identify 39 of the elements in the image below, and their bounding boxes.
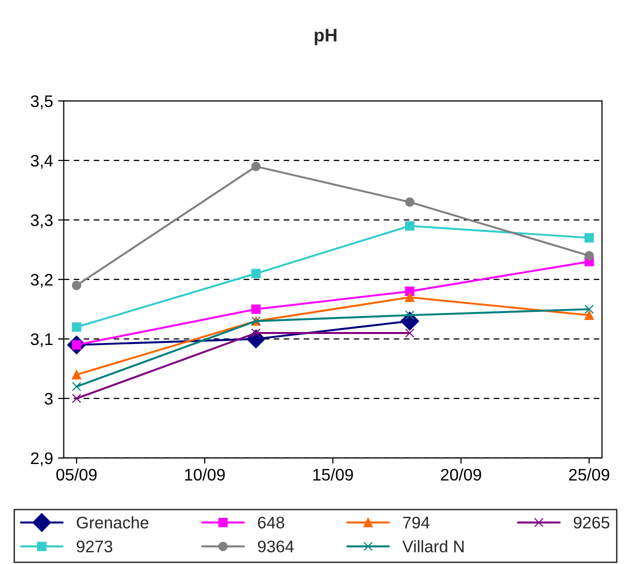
- point: [251, 328, 261, 338]
- point: [584, 250, 594, 260]
- point: [584, 304, 594, 314]
- point: [405, 221, 414, 231]
- y-tick-label: 3,1: [30, 333, 53, 348]
- x-tick-label: 05/09: [56, 468, 97, 481]
- point: [251, 162, 261, 172]
- point: [72, 382, 82, 392]
- x-tick-label: 15/09: [313, 468, 353, 481]
- point: [72, 370, 82, 380]
- y-tick-label: 3: [44, 392, 53, 405]
- point: [405, 286, 414, 296]
- legend-label: Grenache: [76, 516, 148, 529]
- point: [251, 268, 261, 278]
- x-tick-label: 10/09: [185, 468, 225, 481]
- point: [72, 322, 82, 332]
- legend-label: 648: [258, 516, 284, 529]
- point: [405, 197, 414, 207]
- point: [72, 280, 82, 290]
- point: [251, 304, 261, 314]
- point: [405, 310, 414, 320]
- legend-label: 794: [403, 516, 430, 529]
- y-tick-label: 3,3: [30, 214, 53, 228]
- y-tick-label: 3,2: [30, 274, 52, 288]
- legend-label: Villard N: [402, 540, 464, 552]
- x-tick-label: 20/09: [440, 468, 482, 481]
- y-tick-label: 3,5: [30, 95, 53, 110]
- point: [584, 233, 594, 242]
- point: [584, 310, 594, 320]
- point: [405, 328, 414, 338]
- x-tick-label: 25/09: [569, 468, 610, 481]
- point: [405, 292, 414, 302]
- y-tick-label: 2,9: [30, 452, 53, 466]
- legend-label: 9273: [76, 540, 112, 552]
- y-tick-label: 3,4: [30, 154, 53, 169]
- legend-label: 9364: [258, 540, 294, 552]
- chart-title: pH: [314, 28, 336, 46]
- point: [72, 394, 82, 404]
- legend-label: 9265: [574, 516, 610, 529]
